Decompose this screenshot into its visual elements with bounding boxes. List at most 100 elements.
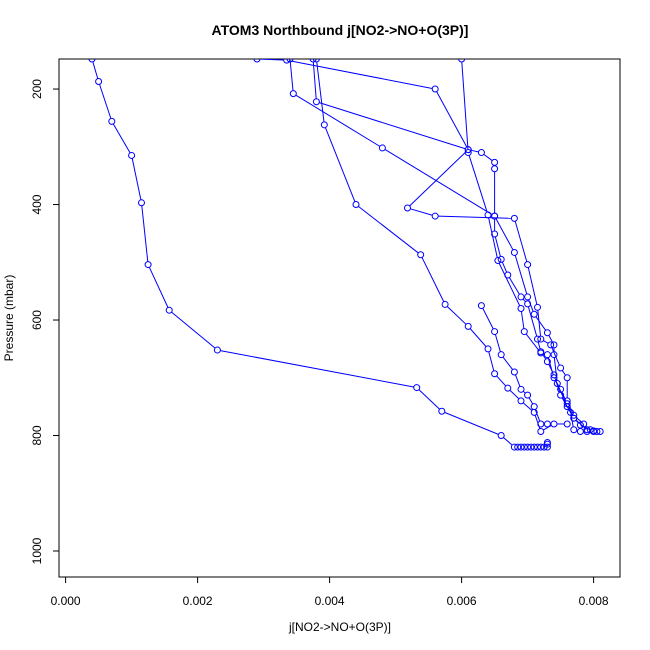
data-point (312, 98, 320, 106)
data-point (537, 443, 545, 451)
data-point (441, 300, 449, 308)
data-point (253, 59, 261, 63)
data-point (517, 304, 525, 312)
x-tick-label: 0.006 (447, 594, 477, 608)
data-point (491, 328, 499, 336)
y-axis: 200 400 600 800 1000 (30, 79, 60, 564)
series-line-segment (488, 217, 498, 258)
data-point (144, 261, 152, 269)
data-point (491, 370, 499, 378)
series-6 (458, 59, 604, 435)
x-tick-label: 0.004 (315, 594, 345, 608)
y-tick-label: 400 (30, 194, 44, 214)
series-line-segment (522, 402, 533, 411)
data-point (530, 310, 538, 318)
series-line-segment (421, 257, 445, 302)
series-line-segment (527, 267, 538, 305)
series-line-segment (558, 386, 567, 405)
series-line-segment (520, 311, 525, 329)
series-line-segment (468, 155, 488, 213)
data-point (403, 204, 411, 212)
series-line-segment (289, 61, 294, 91)
x-axis-label: j[NO2->NO+O(3P)] (288, 620, 391, 634)
data-point (477, 302, 485, 310)
data-point (431, 212, 439, 220)
data-point (530, 443, 538, 451)
series-group (88, 59, 604, 451)
data-point (527, 443, 535, 451)
data-point (543, 438, 551, 446)
data-point (484, 345, 492, 353)
data-point (510, 248, 518, 256)
series-line-segment (548, 335, 554, 343)
series-line-segment (141, 205, 149, 262)
series-line-segment (561, 391, 567, 402)
series-line-segment (409, 151, 467, 207)
series-1 (88, 59, 551, 451)
data-point (520, 443, 528, 451)
data-point (570, 414, 578, 422)
series-line-segment (289, 60, 433, 89)
data-point (477, 149, 485, 157)
plot-area (58, 58, 621, 578)
data-point (543, 329, 551, 337)
data-point (312, 59, 320, 63)
data-point (550, 341, 558, 349)
data-point (494, 257, 502, 265)
data-point (504, 384, 512, 392)
series-line-segment (509, 389, 520, 400)
series-line-segment (171, 311, 216, 349)
data-point (586, 426, 594, 434)
data-point (543, 351, 551, 359)
data-point (95, 78, 103, 86)
data-point (378, 144, 386, 152)
data-point (497, 351, 505, 359)
series-line-segment (551, 347, 560, 366)
series-line-segment (482, 308, 494, 330)
data-point (352, 201, 360, 209)
series-line-segment (537, 310, 541, 337)
y-tick-label: 800 (30, 425, 44, 445)
data-point (517, 293, 525, 301)
data-point (497, 255, 505, 263)
data-point (491, 230, 499, 238)
data-point (128, 151, 136, 159)
series-line-segment (488, 351, 495, 371)
data-point (484, 211, 492, 219)
y-tick-label: 1000 (30, 537, 44, 564)
series-line-segment (528, 397, 534, 405)
data-point (534, 335, 541, 343)
data-point (464, 149, 472, 157)
data-point (550, 371, 558, 379)
series-line-segment (496, 375, 507, 387)
data-point (530, 403, 538, 411)
data-point (309, 59, 317, 63)
data-point (596, 427, 604, 435)
data-point (524, 443, 532, 451)
series-line-segment (567, 403, 574, 413)
data-point (464, 322, 472, 330)
data-point (497, 432, 505, 440)
series-line-segment (316, 61, 325, 122)
series-line-segment (534, 409, 541, 422)
series-line-segment (436, 91, 468, 148)
data-point (491, 165, 499, 173)
series-line-segment (461, 61, 469, 150)
series-line-segment (522, 298, 526, 303)
series-7 (477, 302, 551, 428)
data-point (517, 443, 525, 451)
data-point (570, 426, 578, 434)
x-tick-label: 0.002 (183, 594, 213, 608)
series-5 (312, 59, 571, 435)
data-point (537, 335, 545, 343)
series-line-segment (148, 267, 169, 308)
series-line-segment (483, 153, 493, 161)
data-point (583, 426, 591, 434)
series-line-segment (508, 277, 520, 295)
y-tick-label: 600 (30, 310, 44, 330)
series-line-segment (503, 437, 513, 446)
data-point (576, 427, 584, 435)
data-point (413, 384, 421, 392)
series-3 (286, 59, 584, 435)
series-line-segment (295, 94, 381, 147)
